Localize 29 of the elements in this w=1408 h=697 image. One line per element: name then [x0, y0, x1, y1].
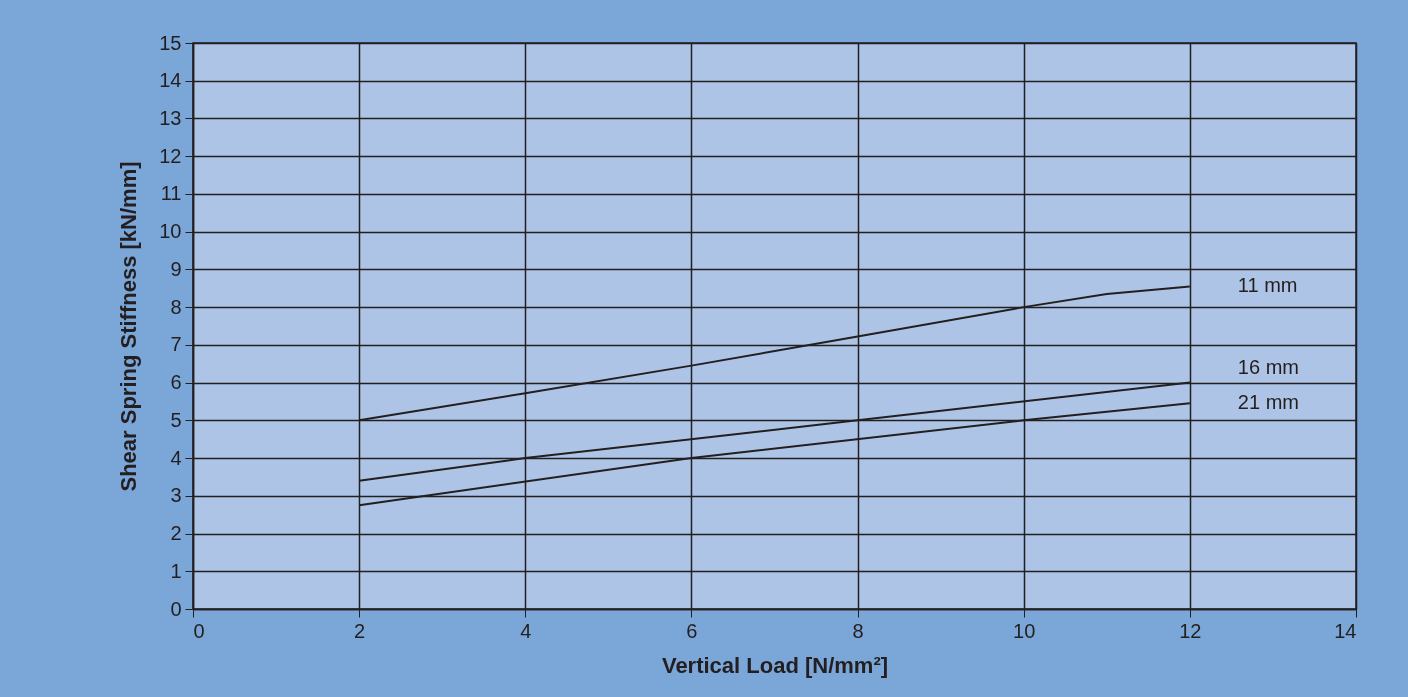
- y-axis-title: Shear Spring Stiffness [kN/mm]: [116, 161, 142, 492]
- x-tick-label: 12: [1179, 619, 1202, 642]
- x-tick-label: 2: [354, 619, 366, 642]
- y-tick-label: 6: [170, 371, 182, 394]
- y-tick-label: 11: [160, 182, 182, 205]
- x-tick-label: 8: [852, 619, 864, 642]
- y-tick-label: 3: [170, 484, 182, 507]
- y-tick-label: 8: [170, 295, 182, 318]
- y-tick-label: 15: [159, 31, 182, 54]
- y-tick-label: 4: [170, 446, 182, 469]
- x-tick-label: 14: [1334, 619, 1357, 642]
- y-tick-label: 14: [159, 69, 182, 92]
- y-tick-label: 9: [170, 257, 182, 280]
- text: 11 mm: [1237, 274, 1298, 297]
- text: 16 mm: [1237, 355, 1299, 378]
- y-tick-label: 2: [170, 522, 182, 545]
- y-tick-label: 13: [159, 106, 182, 129]
- x-tick-label: 10: [1013, 619, 1036, 642]
- y-tick-label: 10: [159, 220, 182, 243]
- x-tick-label: 6: [686, 619, 698, 642]
- x-tick-label: 4: [520, 619, 532, 642]
- x-axis-title: Vertical Load [N/mm²]: [661, 652, 889, 678]
- y-tick-label: 1: [170, 559, 182, 582]
- text: 21 mm: [1237, 391, 1299, 414]
- y-tick-label: 7: [170, 333, 182, 356]
- x-tick-label: 0: [193, 619, 205, 642]
- y-tick-label: 12: [159, 144, 182, 167]
- y-tick-label: 5: [170, 408, 182, 431]
- y-tick-label: 0: [170, 597, 182, 620]
